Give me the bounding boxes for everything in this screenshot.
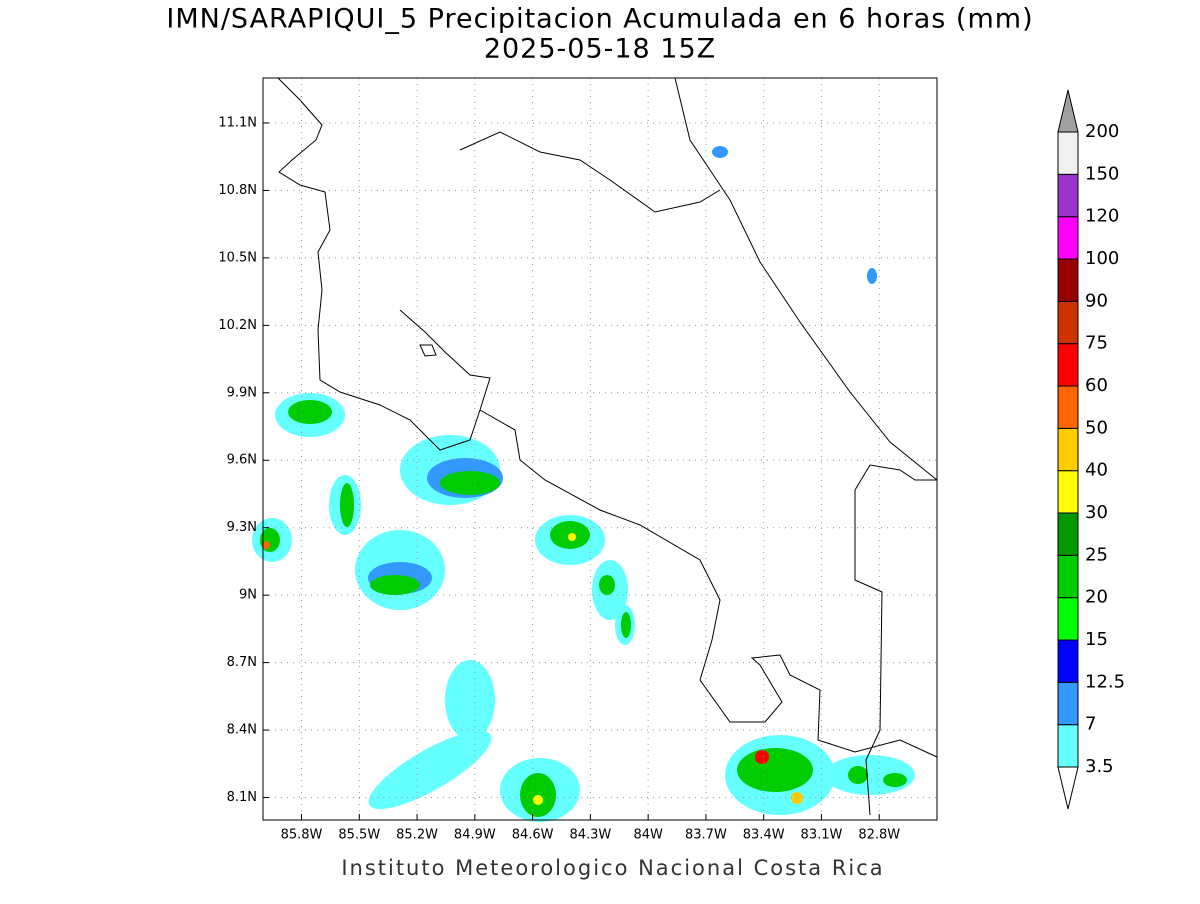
colorbar-label: 30 (1085, 502, 1108, 523)
colorbar-label: 50 (1085, 417, 1108, 438)
colorbar-label: 3.5 (1085, 756, 1114, 777)
colorbar-swatch (1057, 724, 1079, 768)
colorbar-label: 120 (1085, 206, 1119, 227)
colorbar-swatch (1057, 173, 1079, 218)
caribbean-coastline (674, 77, 938, 481)
x-tick-label: 83.4W (743, 828, 785, 843)
colorbar-label: 25 (1085, 544, 1108, 565)
x-tick-label: 82.8W (858, 828, 900, 843)
y-tick-label: 9N (239, 588, 257, 603)
y-tick-label: 8.7N (227, 655, 257, 670)
map-frame (262, 77, 938, 821)
colorbar-label: 15 (1085, 629, 1108, 650)
y-tick-label: 9.3N (227, 520, 257, 535)
y-tick-label: 9.9N (227, 385, 257, 400)
borders (419, 131, 937, 816)
y-tick-label: 9.6N (227, 453, 257, 468)
colorbar-label: 100 (1085, 248, 1119, 269)
x-tick-label: 84W (633, 828, 663, 843)
y-tick-label: 10.2N (218, 318, 257, 333)
colorbar-label: 90 (1085, 290, 1108, 311)
y-tick-label: 8.1N (227, 790, 257, 805)
title: IMN/SARAPIQUI_5 Precipitacion Acumulada … (166, 4, 1033, 35)
colorbar-swatch (1057, 216, 1079, 260)
colorbar-label: 40 (1085, 460, 1108, 481)
y-tick-label: 8.4N (227, 723, 257, 738)
colorbar-label: 60 (1085, 375, 1108, 396)
colorbar-under (1057, 766, 1079, 810)
colorbar-swatch (1057, 385, 1079, 429)
colorbar-label: 200 (1085, 121, 1119, 142)
pacific-coastline (277, 77, 938, 758)
x-tick-label: 83.7W (685, 828, 727, 843)
x-tick-label: 84.9W (454, 828, 496, 843)
x-tick-label: 85.8W (281, 828, 323, 843)
x-tick-label: 84.3W (569, 828, 611, 843)
colorbar-swatch (1057, 131, 1079, 175)
colorbar-swatch (1057, 597, 1079, 641)
x-tick-label: 85.2W (396, 828, 438, 843)
colorbar-over (1057, 89, 1079, 133)
colorbar-swatch (1057, 258, 1079, 302)
colorbar: 3.5 7 12.5 15 20 25 30 40 50 60 75 90 100 120 150 200 (1057, 89, 1125, 810)
colorbar-label: 7 (1085, 714, 1096, 735)
subtitle: 2025-05-18 15Z (484, 34, 716, 65)
precipitation-field (252, 146, 915, 822)
colorbar-swatch (1057, 639, 1079, 683)
x-tick-label: 85.5W (338, 828, 380, 843)
colorbar-swatch (1057, 681, 1079, 726)
colorbar-swatch (1057, 343, 1079, 387)
colorbar-swatch (1057, 300, 1079, 345)
colorbar-label: 12.5 (1085, 671, 1125, 692)
colorbar-swatch (1057, 554, 1079, 599)
map-background (263, 78, 937, 820)
colorbar-swatch (1057, 470, 1079, 514)
y-tick-label: 11.1N (218, 115, 257, 130)
colorbar-swatch (1057, 427, 1079, 472)
colorbar-swatch (1057, 512, 1079, 556)
y-tick-label: 10.5N (218, 250, 257, 265)
colorbar-label: 20 (1085, 587, 1108, 608)
colorbar-label: 150 (1085, 163, 1119, 184)
x-tick-label: 83.1W (801, 828, 843, 843)
footer: Instituto Meteorologico Nacional Costa R… (341, 856, 884, 880)
y-tick-label: 10.8N (218, 183, 257, 198)
map-area (252, 77, 938, 822)
x-tick-label: 84.6W (512, 828, 554, 843)
colorbar-label: 75 (1085, 333, 1108, 354)
